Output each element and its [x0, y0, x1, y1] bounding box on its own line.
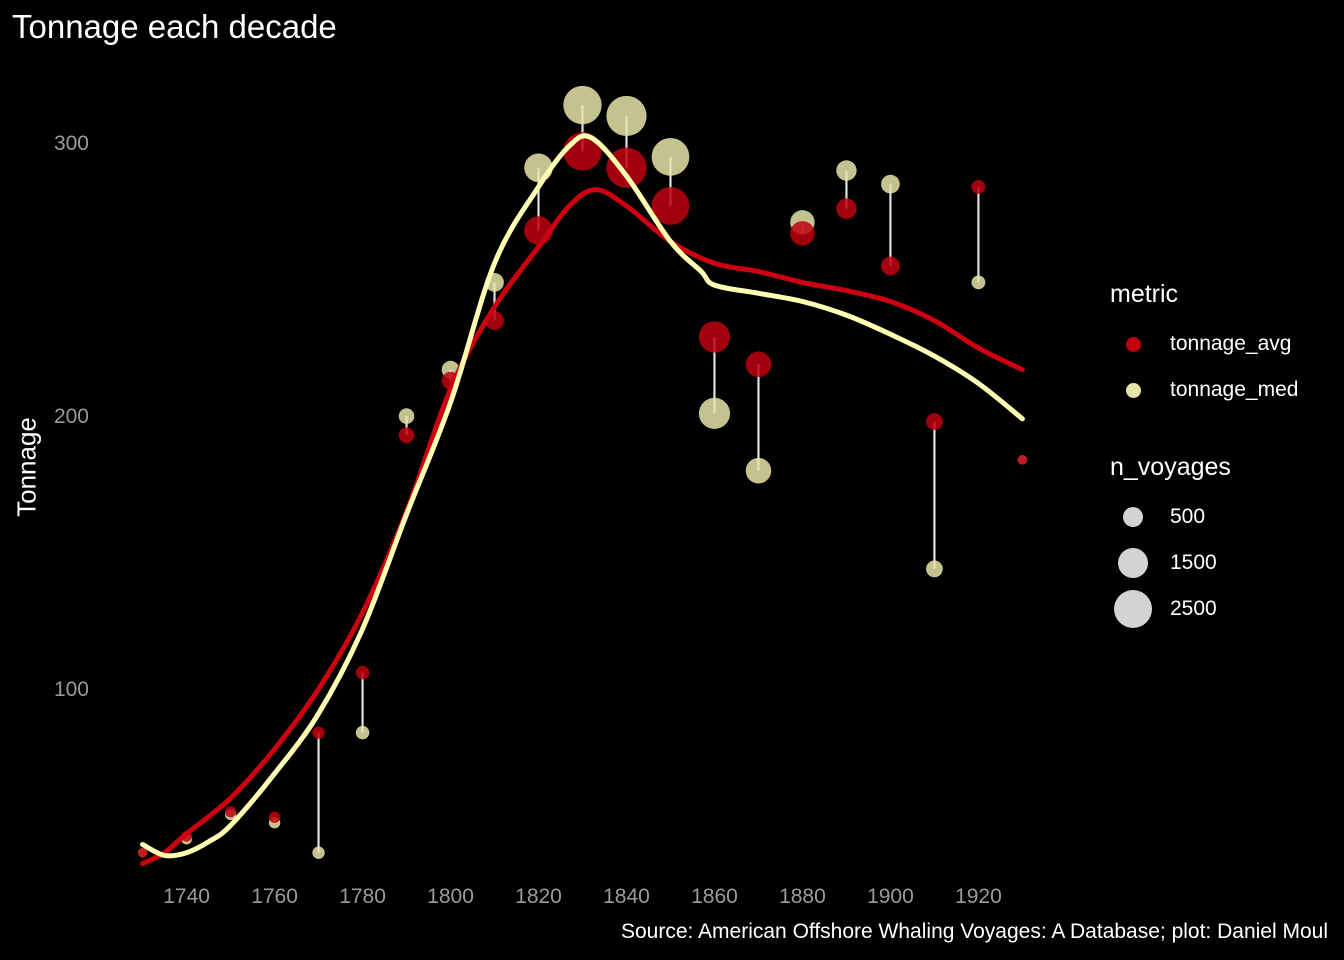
size-label-2500: 2500: [1170, 597, 1217, 620]
legend-swatch-med: [1125, 382, 1141, 398]
source-caption: Source: American Offshore Whaling Voyage…: [620, 920, 1328, 943]
point-med-1860: [698, 397, 731, 429]
point-med-1890: [836, 160, 857, 181]
point-med-1790: [398, 408, 415, 424]
x-tick-1760: 1760: [251, 885, 298, 908]
x-tick-1820: 1820: [515, 885, 562, 908]
size-swatch-medium: [1118, 548, 1148, 578]
point-avg-1760: [268, 811, 281, 823]
point-med-1920: [971, 275, 986, 290]
point-med-1830: [563, 85, 602, 125]
point-avg-1780: [355, 665, 370, 680]
point-avg-1870: [745, 351, 772, 378]
metric-legend: metric tonnage_avg tonnage_med: [1110, 280, 1298, 413]
point-avg-1890: [836, 198, 857, 219]
point-med-1780: [355, 725, 370, 740]
legend-swatch-avg: [1125, 336, 1141, 352]
x-tick-1780: 1780: [339, 885, 386, 908]
x-tick-1900: 1900: [867, 885, 914, 908]
size-label-1500: 1500: [1170, 551, 1217, 574]
point-avg-1920: [971, 179, 986, 194]
size-legend-title: n_voyages: [1110, 453, 1231, 481]
point-avg-1750: [225, 806, 237, 818]
point-avg-1840: [606, 147, 647, 188]
point-avg-1730: [137, 848, 148, 858]
chart-title: Tonnage each decade: [12, 8, 337, 45]
point-avg-1850: [651, 187, 690, 225]
y-tick-200: 200: [54, 405, 89, 428]
legend: metric tonnage_avg tonnage_med n_voyages…: [1110, 280, 1298, 632]
y-tick-300: 300: [54, 132, 89, 155]
size-legend-item-1500: 1500: [1110, 540, 1298, 586]
smooth-line-med: [140, 133, 1025, 859]
point-avg-1770: [312, 726, 325, 739]
y-tick-100: 100: [54, 678, 89, 701]
point-avg-1900: [881, 256, 900, 276]
size-legend-item-2500: 2500: [1110, 586, 1298, 632]
legend-item-tonnage-med: tonnage_med: [1110, 367, 1298, 413]
point-avg-1910: [926, 413, 943, 430]
point-med-1850: [651, 137, 690, 176]
size-legend: n_voyages 500 1500 2500: [1110, 453, 1298, 632]
point-med-1900: [881, 174, 900, 194]
point-med-1770: [312, 846, 325, 859]
smooth-line-avg: [140, 187, 1025, 867]
point-avg-1930: [1017, 455, 1028, 465]
size-legend-item-500: 500: [1110, 494, 1298, 540]
point-med-1870: [745, 457, 772, 484]
x-tick-1860: 1860: [691, 885, 738, 908]
point-avg-1790: [398, 427, 415, 444]
point-med-1910: [926, 560, 943, 578]
point-med-1840: [606, 95, 647, 137]
size-swatch-small: [1123, 507, 1143, 527]
point-avg-1880: [790, 221, 815, 246]
point-avg-1860: [698, 321, 731, 353]
x-tick-1920: 1920: [955, 885, 1002, 908]
legend-label-med: tonnage_med: [1170, 378, 1299, 401]
x-tick-1800: 1800: [427, 885, 474, 908]
legend-item-tonnage-avg: tonnage_avg: [1110, 321, 1298, 367]
x-tick-1840: 1840: [603, 885, 650, 908]
x-tick-1740: 1740: [163, 885, 210, 908]
metric-legend-title: metric: [1110, 280, 1179, 308]
size-swatch-large: [1114, 590, 1152, 628]
legend-label-avg: tonnage_avg: [1170, 332, 1292, 355]
x-tick-1880: 1880: [779, 885, 826, 908]
size-label-500: 500: [1170, 505, 1206, 528]
